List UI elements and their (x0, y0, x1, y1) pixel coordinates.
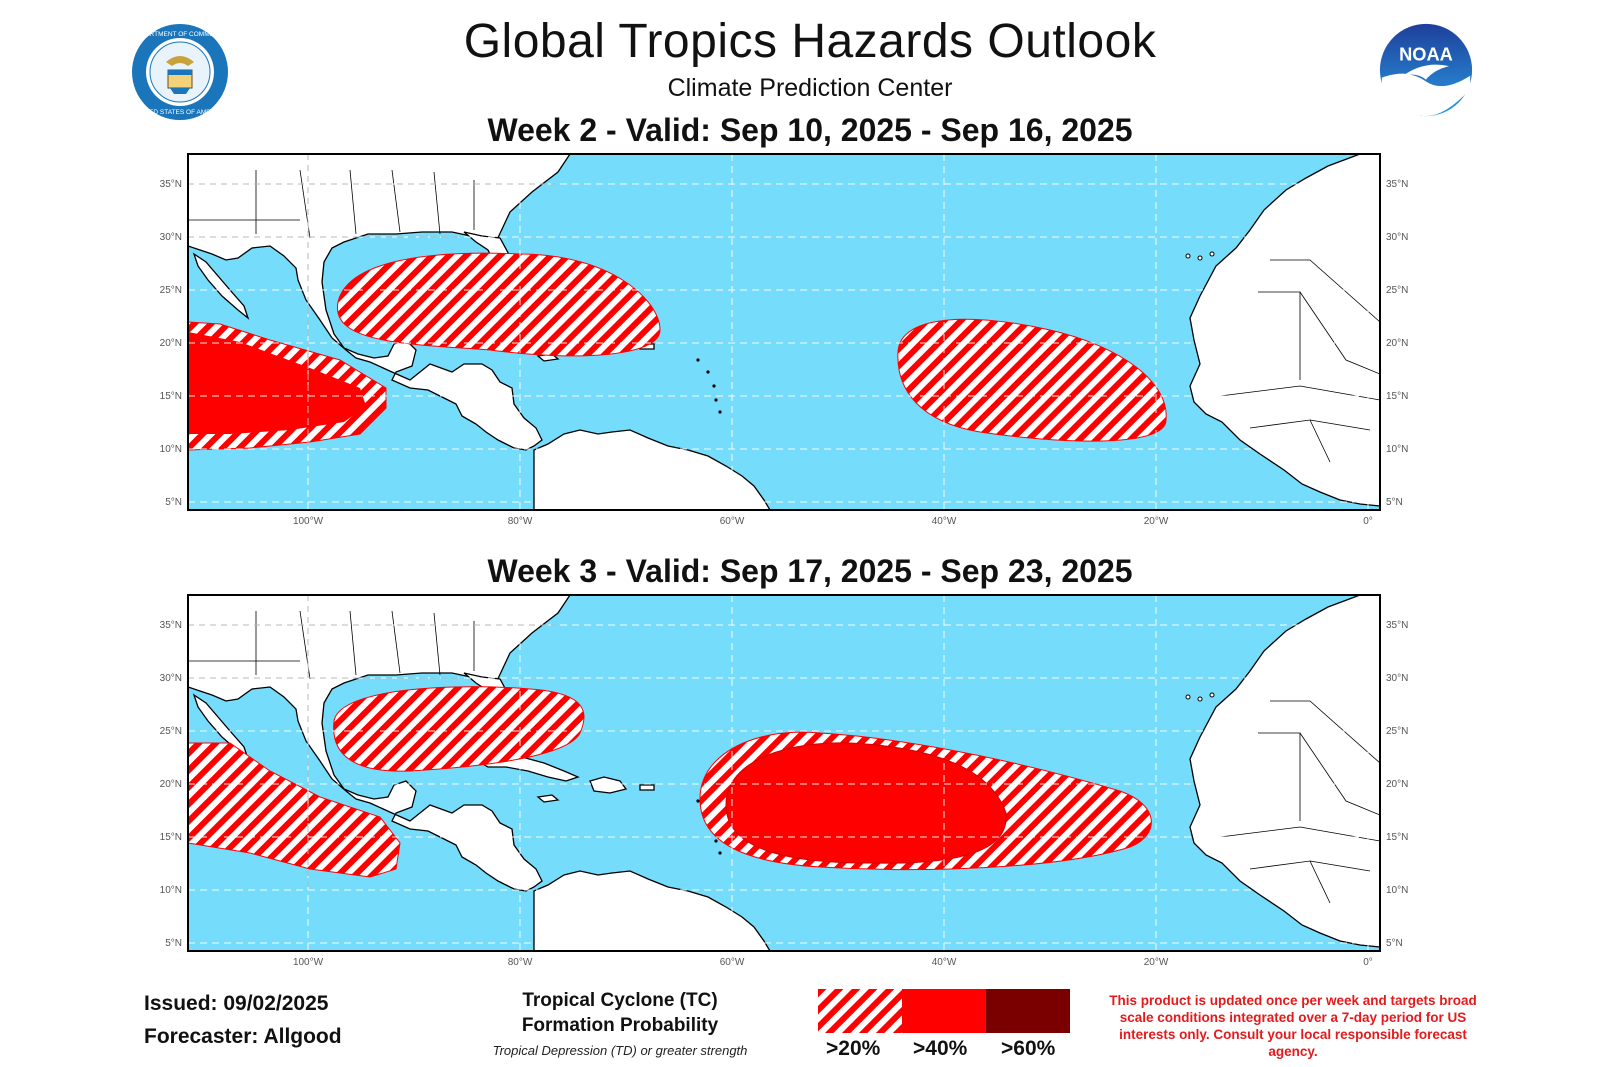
hazard-area-gulf-of-mexico (337, 252, 661, 357)
legend-title-line1: Tropical Cyclone (TC) (522, 990, 718, 1011)
lat-label-20n-right: 20°N (1386, 779, 1408, 790)
lat-label-5n-right: 5°N (1386, 938, 1403, 949)
lat-label-25n: 25°N (160, 726, 182, 737)
lat-label-35n: 35°N (160, 179, 182, 190)
legend-label-60: >60% (1001, 1037, 1056, 1060)
lat-label-5n: 5°N (165, 938, 182, 949)
lat-label-25n: 25°N (160, 285, 182, 296)
hazard-area-main-development-region (897, 318, 1167, 442)
legend-label-40: >40% (913, 1037, 968, 1060)
lon-label-60w: 60°W (720, 957, 745, 968)
legend-label-20: >20% (826, 1037, 881, 1060)
lat-label-10n: 10°N (160, 885, 182, 896)
lat-label-15n: 15°N (160, 832, 182, 843)
lat-label-25n-right: 25°N (1386, 726, 1408, 737)
noaa-logo-icon: NOAA (1379, 23, 1473, 117)
lon-label-0: 0° (1363, 957, 1373, 968)
lat-label-5n-right: 5°N (1386, 497, 1403, 508)
hazard-area-gulf-of-mexico (333, 686, 585, 772)
lon-label-100w: 100°W (293, 516, 324, 527)
week3-hazard-map: 35°N 30°N 25°N 20°N 15°N 10°N 5°N 35°N 3… (160, 594, 1408, 968)
legend-swatch-60 (986, 989, 1070, 1033)
week2-title: Week 2 - Valid: Sep 10, 2025 - Sep 16, 2… (487, 112, 1133, 148)
lat-label-25n-right: 25°N (1386, 285, 1408, 296)
lon-label-40w: 40°W (932, 957, 957, 968)
forecaster-name: Forecaster: Allgood (144, 1025, 342, 1048)
legend-swatch-20 (818, 989, 902, 1033)
lon-label-80w: 80°W (508, 516, 533, 527)
svg-text:UNITED STATES OF AMERICA: UNITED STATES OF AMERICA (134, 109, 227, 116)
page-subtitle: Climate Prediction Center (667, 74, 953, 102)
lon-label-20w: 20°W (1144, 957, 1169, 968)
lat-label-15n-right: 15°N (1386, 832, 1408, 843)
lat-label-30n-right: 30°N (1386, 232, 1408, 243)
noaa-logo-text: NOAA (1399, 43, 1453, 64)
lon-label-40w: 40°W (932, 516, 957, 527)
legend-swatch-40 (902, 989, 986, 1033)
legend-title-line2: Formation Probability (521, 1015, 719, 1036)
lat-label-20n-right: 20°N (1386, 338, 1408, 349)
lat-label-35n: 35°N (160, 620, 182, 631)
lon-label-20w: 20°W (1144, 516, 1169, 527)
lat-label-10n-right: 10°N (1386, 885, 1408, 896)
lon-label-0: 0° (1363, 516, 1373, 527)
week3-title: Week 3 - Valid: Sep 17, 2025 - Sep 23, 2… (487, 553, 1133, 589)
lat-label-10n: 10°N (160, 444, 182, 455)
lat-label-35n-right: 35°N (1386, 179, 1408, 190)
legend-color-bar (818, 989, 1070, 1033)
lat-label-30n-right: 30°N (1386, 673, 1408, 684)
lat-label-20n: 20°N (160, 338, 182, 349)
disclaimer-text: This product is updated once per week an… (1109, 993, 1477, 1059)
lon-label-80w: 80°W (508, 957, 533, 968)
legend-note: Tropical Depression (TD) or greater stre… (492, 1043, 748, 1058)
lat-label-35n-right: 35°N (1386, 620, 1408, 631)
lat-label-30n: 30°N (160, 232, 182, 243)
lat-label-30n: 30°N (160, 673, 182, 684)
week2-hazard-map: 35°N 30°N 25°N 20°N 15°N 10°N 5°N 35°N 3… (160, 153, 1408, 527)
issued-date: Issued: 09/02/2025 (144, 992, 329, 1015)
lon-label-60w: 60°W (720, 516, 745, 527)
lat-label-10n-right: 10°N (1386, 444, 1408, 455)
hazard-area-east-pacific-core (188, 332, 366, 434)
department-of-commerce-seal-icon: DEPARTMENT OF COMMERCE UNITED STATES OF … (132, 24, 228, 120)
lat-label-15n-right: 15°N (1386, 391, 1408, 402)
lat-label-20n: 20°N (160, 779, 182, 790)
hazard-area-main-development-region-core (725, 742, 1007, 864)
lat-label-5n: 5°N (165, 497, 182, 508)
lat-label-15n: 15°N (160, 391, 182, 402)
hazard-area-east-pacific (188, 742, 401, 878)
svg-text:DEPARTMENT OF COMMERCE: DEPARTMENT OF COMMERCE (132, 31, 228, 38)
lon-label-100w: 100°W (293, 957, 324, 968)
page-title: Global Tropics Hazards Outlook (463, 15, 1157, 68)
